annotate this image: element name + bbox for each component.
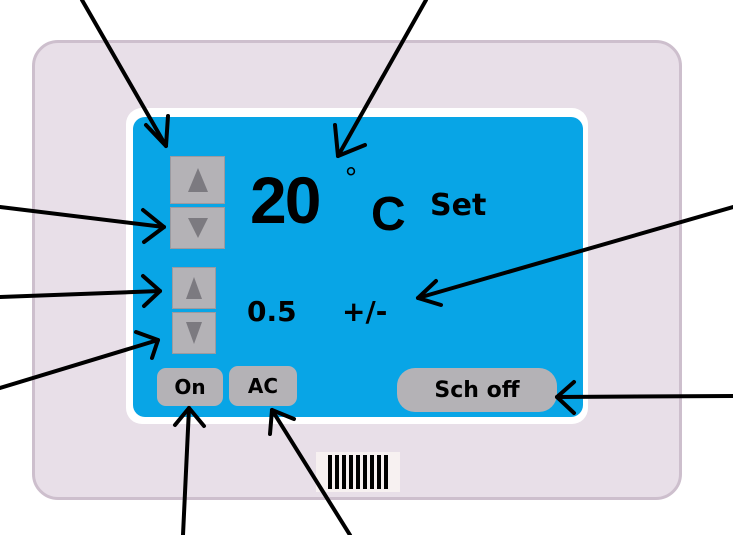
vent-slot — [356, 455, 360, 489]
callout-arrow — [336, 0, 428, 158]
degree-symbol: ° — [345, 162, 357, 195]
callout-arrow — [555, 394, 733, 399]
vent-slot — [363, 455, 367, 489]
callout-arrow — [416, 205, 733, 300]
set-temperature-value: 20 — [250, 163, 321, 237]
mode-button[interactable]: AC — [229, 366, 297, 406]
vent-slot — [335, 455, 339, 489]
schedule-button[interactable]: Sch off — [397, 368, 557, 412]
triangle-down-icon — [186, 322, 202, 344]
vent-slot — [342, 455, 346, 489]
mode-button-label: AC — [247, 374, 279, 398]
vent-slot — [377, 455, 381, 489]
triangle-down-icon — [187, 218, 208, 238]
set-label: Set — [430, 188, 487, 223]
differential-value: 0.5 — [247, 295, 297, 328]
callout-arrow — [0, 338, 160, 390]
schedule-button-label: Sch off — [434, 377, 520, 403]
power-button[interactable]: On — [157, 368, 223, 406]
arrowhead — [144, 114, 170, 148]
vent-grille — [316, 452, 400, 492]
temp-down-button[interactable] — [170, 207, 225, 249]
arrowhead — [416, 279, 443, 307]
arrowhead — [141, 274, 162, 308]
diff-up-button[interactable] — [172, 267, 216, 309]
diff-down-button[interactable] — [172, 312, 216, 354]
temp-up-button[interactable] — [170, 156, 225, 204]
callout-arrow — [0, 289, 162, 299]
callout-arrow — [270, 408, 352, 535]
arrowhead — [173, 406, 206, 428]
callout-arrow — [181, 406, 191, 535]
arrowhead — [134, 330, 160, 360]
callout-arrow — [0, 205, 166, 229]
triangle-up-icon — [186, 277, 202, 299]
callout-arrow — [80, 0, 168, 148]
arrowhead — [268, 408, 296, 436]
vent-slot — [349, 455, 353, 489]
arrowhead — [141, 208, 166, 244]
arrowhead — [555, 380, 576, 415]
temperature-unit: C — [371, 188, 406, 241]
triangle-up-icon — [187, 168, 208, 192]
arrowhead — [333, 123, 367, 158]
vent-slot — [328, 455, 332, 489]
vent-slot — [384, 455, 388, 489]
vent-slot — [370, 455, 374, 489]
power-button-label: On — [174, 375, 206, 399]
differential-unit: +/- — [342, 295, 388, 328]
